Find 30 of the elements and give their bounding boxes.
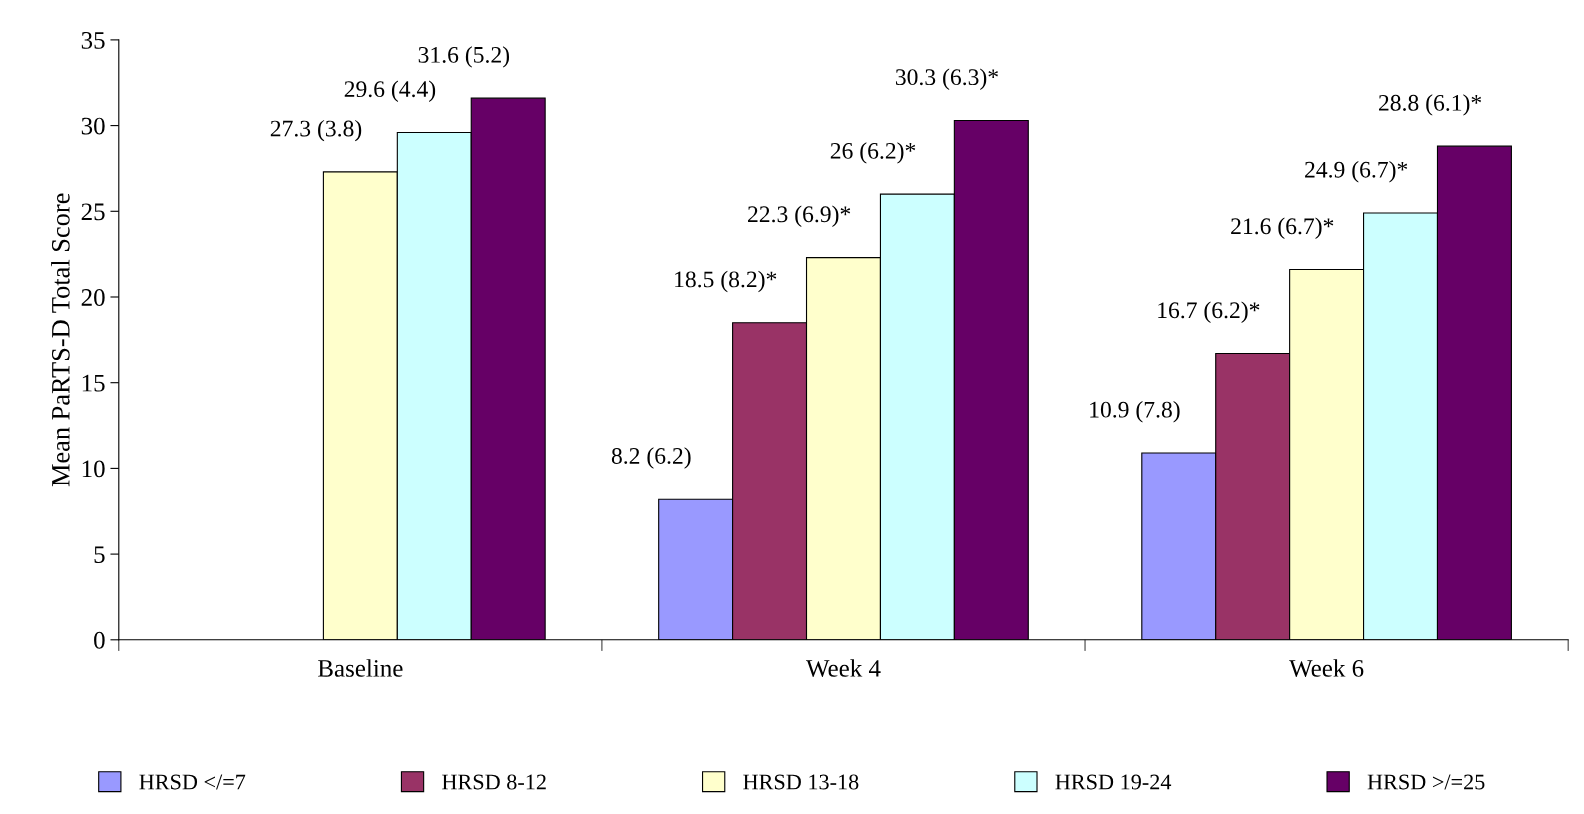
legend-label: HRSD 8-12 [442,774,546,790]
y-tick-label: 15 [82,374,105,392]
y-tick-label: 20 [81,289,105,306]
x-tick-label: Week 4 [805,659,881,677]
data-label: 22.3 (6.9)* [748,205,851,228]
data-label: 31.6 (5.2) [418,46,510,68]
data-label: 16.7 (6.2)* [1158,301,1260,323]
data-label: 8.2 (6.2) [611,447,691,469]
data-label: 27.3 (3.8) [270,119,362,142]
legend-label: HRSD </=7 [139,774,246,790]
data-label: 30.3 (6.3)* [895,68,998,90]
data-label: 24.9 (6.7)* [1305,161,1408,183]
y-tick-label: 30 [81,117,105,135]
data-label: 28.8 (6.1)* [1378,94,1482,116]
data-label: 29.6 (4.4) [344,80,436,102]
y-tick-label: 0 [94,631,105,649]
data-label: 18.5 (8.2)* [675,270,777,293]
y-tick-label: 35 [81,32,105,49]
data-label: 10.9 (7.8) [1090,401,1180,423]
x-tick-label: Baseline [318,659,403,677]
legend-label: HRSD >/=25 [1367,774,1485,790]
y-tick-label: 25 [81,203,105,221]
data-label: 26 (6.2)* [830,142,916,164]
x-tick-label: Week 6 [1289,659,1364,677]
y-tick-label: 10 [82,460,105,478]
data-label: 21.6 (6.7)* [1231,217,1334,240]
legend-label: HRSD 13-18 [743,774,859,790]
y-axis-title: Mean PaRTS-D Total Score [51,193,70,487]
y-tick-label: 5 [94,546,105,564]
legend-label: HRSD 19-24 [1055,774,1172,790]
